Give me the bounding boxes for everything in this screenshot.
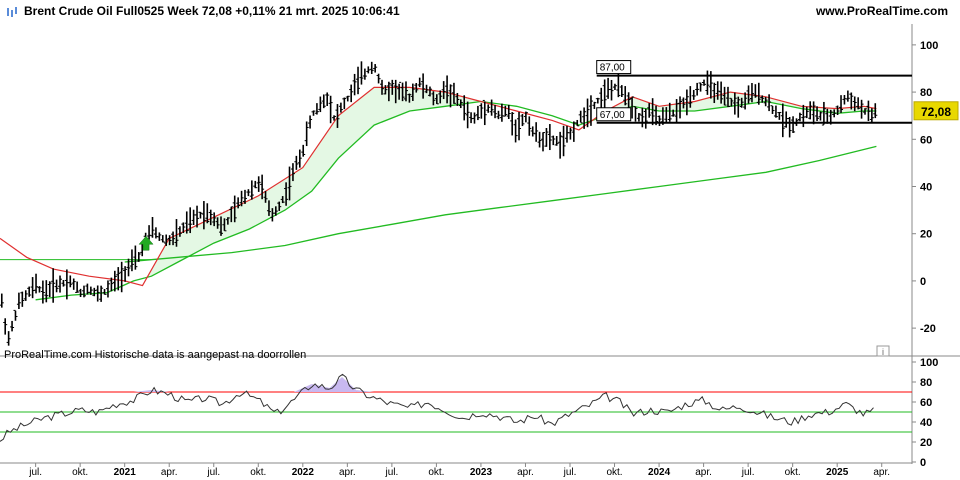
price-axis-tick-label: 20 [920,229,932,241]
time-axis-tick-label: apr. [695,467,712,478]
rsi-axis-tick-label: 60 [920,397,932,409]
rsi-overbought-fill [356,390,375,392]
last-price-label: 72,08 [921,105,951,119]
moving-average-fill [133,87,875,281]
rsi-axis-tick-label: 0 [920,457,926,469]
info-icon-glyph: i [882,347,884,357]
time-axis-tick-label: apr. [517,467,534,478]
rsi-axis-tick-label: 80 [920,377,932,389]
time-axis-tick-label: apr. [339,467,356,478]
price-axis-tick-label: 0 [920,276,926,288]
channel-label: 67,00 [600,110,625,121]
price-axis-tick-label: 100 [920,40,938,52]
channel-label-box [596,60,632,75]
time-axis-tick-label: 2021 [114,467,137,478]
time-axis-tick-label: jul. [741,467,755,478]
channel-label: 87,00 [600,63,625,74]
signal-up-arrow [138,235,154,251]
time-axis-tick-label: apr. [873,467,890,478]
time-axis-tick-label: 2025 [826,467,849,478]
rsi-line [0,373,874,442]
time-axis-tick-label: jul. [384,467,398,478]
time-axis-tick-label: okt. [250,467,266,478]
chart-title: Brent Crude Oil Full0525 Week 72,08 +0,1… [24,4,400,18]
website-label[interactable]: www.ProRealTime.com [815,4,948,18]
ohlc-bars-icon [7,7,17,17]
price-axis-tick-label: 60 [920,134,932,146]
price-axis-tick-label: 40 [920,182,932,194]
price-axis-tick-label: -20 [920,323,936,335]
time-axis-tick-label: okt. [72,467,88,478]
time-axis-tick-label: okt. [428,467,444,478]
rsi-overbought-fill [311,384,330,392]
rsi-axis-tick-label: 40 [920,417,932,429]
rsi-axis-tick-label: 100 [920,357,938,369]
time-axis-tick-label: okt. [785,467,801,478]
rsi-overbought-fill [133,390,152,392]
moving-average-mid-line [35,100,877,301]
info-icon [876,345,890,357]
time-axis-tick-label: jul. [28,467,42,478]
last-price-box [913,101,959,121]
chart-header: Brent Crude Oil Full0525 Week 72,08 +0,1… [0,0,960,24]
time-axis-tick-label: 2022 [292,467,315,478]
channel-label-box [596,107,632,122]
rsi-overbought-fill [293,384,312,392]
time-axis-tick-label: 2024 [648,467,671,478]
rsi-axis-tick-label: 20 [920,437,932,449]
time-axis-tick-label: 2023 [470,467,493,478]
time-axis-tick-label: okt. [606,467,622,478]
data-note: ProRealTime.com Historische data is aang… [4,349,306,361]
time-axis-tick-label: jul. [206,467,220,478]
moving-average-long-line [124,145,877,263]
time-axis-tick-label: apr. [161,467,178,478]
time-axis-tick-label: jul. [563,467,577,478]
price-axis-tick-label: 80 [920,87,932,99]
